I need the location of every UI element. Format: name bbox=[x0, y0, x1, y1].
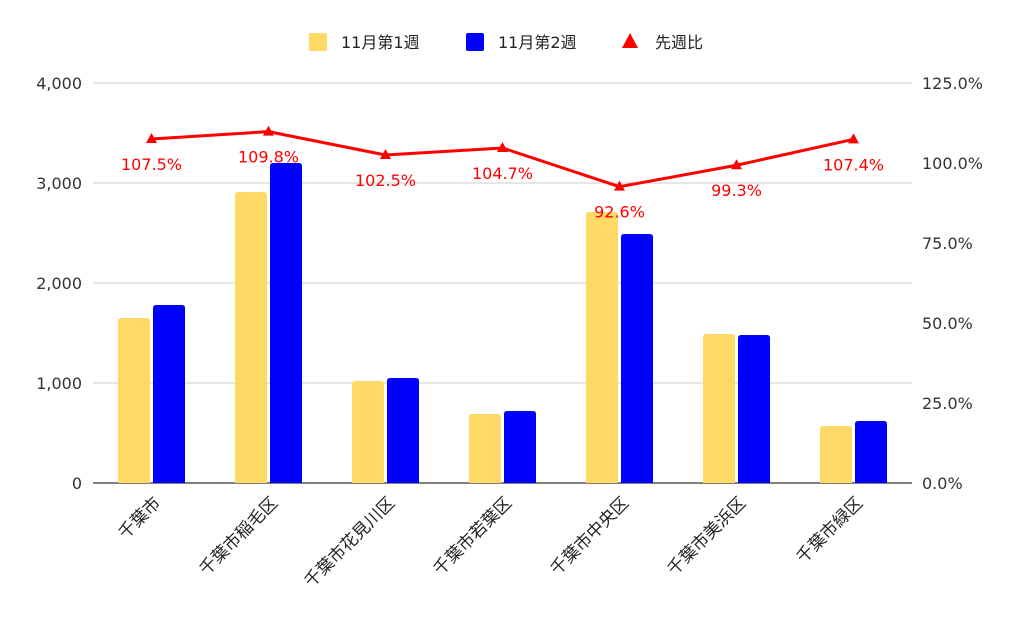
y-left-tick-label: 1,000 bbox=[36, 374, 82, 393]
data-label: 107.5% bbox=[121, 155, 182, 174]
line-series: 107.5% 109.8% 102.5% 104.7% 92.6% 99.3% 107.4% bbox=[121, 125, 884, 222]
legend-label-week1: 11月第1週 bbox=[341, 33, 420, 52]
legend: 11月第1週 11月第2週 先週比 bbox=[309, 33, 703, 52]
data-label: 99.3% bbox=[711, 181, 762, 200]
legend-swatch-week1 bbox=[309, 33, 327, 51]
bar-week2 bbox=[153, 305, 185, 483]
legend-label-ratio: 先週比 bbox=[655, 33, 703, 52]
x-category-label: 千葉市若葉区 bbox=[430, 493, 516, 579]
line-point-marker bbox=[380, 149, 391, 159]
data-label: 102.5% bbox=[355, 171, 416, 190]
data-label: 92.6% bbox=[594, 203, 645, 222]
y-right-tick-label: 100.0% bbox=[922, 154, 983, 173]
bar-week1 bbox=[352, 381, 384, 483]
legend-triangle-icon bbox=[622, 33, 638, 48]
data-label: 104.7% bbox=[472, 164, 533, 183]
bar-week2 bbox=[387, 378, 419, 483]
y-right-tick-label: 0.0% bbox=[922, 474, 963, 493]
bar-week2 bbox=[855, 421, 887, 483]
category-labels: 千葉市 千葉市稲毛区 千葉市花見川区 千葉市若葉区 千葉市中央区 千葉市美浜区 千葉市緑区 bbox=[115, 493, 867, 591]
bar-week2 bbox=[738, 335, 770, 483]
x-category-label: 千葉市緑区 bbox=[793, 493, 867, 567]
x-category-label: 千葉市 bbox=[115, 493, 165, 543]
data-label: 109.8% bbox=[238, 148, 299, 167]
bar-week1 bbox=[118, 318, 150, 483]
bar-week1 bbox=[235, 192, 267, 483]
y-right-tick-label: 25.0% bbox=[922, 394, 973, 413]
right-axis-ticks: 0.0% 25.0% 50.0% 75.0% 100.0% 125.0% bbox=[922, 74, 983, 493]
y-right-tick-label: 50.0% bbox=[922, 314, 973, 333]
bar-week1 bbox=[703, 334, 735, 483]
bar-week2 bbox=[270, 163, 302, 483]
bars bbox=[118, 163, 887, 483]
line-point-marker bbox=[263, 125, 274, 136]
bar-week2 bbox=[621, 234, 653, 483]
y-right-tick-label: 75.0% bbox=[922, 234, 973, 253]
y-left-tick-label: 0 bbox=[72, 474, 82, 493]
line-point-marker bbox=[146, 133, 157, 143]
line-point-marker bbox=[614, 180, 625, 191]
gridlines bbox=[93, 82, 912, 484]
line-point-marker bbox=[497, 141, 508, 152]
line-point-marker bbox=[731, 159, 742, 170]
legend-label-week2: 11月第2週 bbox=[498, 33, 577, 52]
x-category-label: 千葉市花見川区 bbox=[301, 493, 399, 591]
x-category-label: 千葉市美浜区 bbox=[664, 493, 750, 579]
line-point-marker bbox=[848, 133, 859, 144]
y-left-tick-label: 2,000 bbox=[36, 274, 82, 293]
bar-week1 bbox=[469, 414, 501, 483]
y-left-tick-label: 4,000 bbox=[36, 74, 82, 93]
x-category-label: 千葉市中央区 bbox=[547, 493, 633, 579]
left-axis-ticks: 0 1,000 2,000 3,000 4,000 bbox=[36, 74, 82, 493]
x-category-label: 千葉市稲毛区 bbox=[196, 493, 282, 579]
bar-week1 bbox=[586, 212, 618, 483]
data-label: 107.4% bbox=[823, 155, 884, 174]
bar-week1 bbox=[820, 426, 852, 483]
bar-week2 bbox=[504, 411, 536, 483]
y-left-tick-label: 3,000 bbox=[36, 174, 82, 193]
y-right-tick-label: 125.0% bbox=[922, 74, 983, 93]
legend-swatch-week2 bbox=[466, 33, 484, 51]
